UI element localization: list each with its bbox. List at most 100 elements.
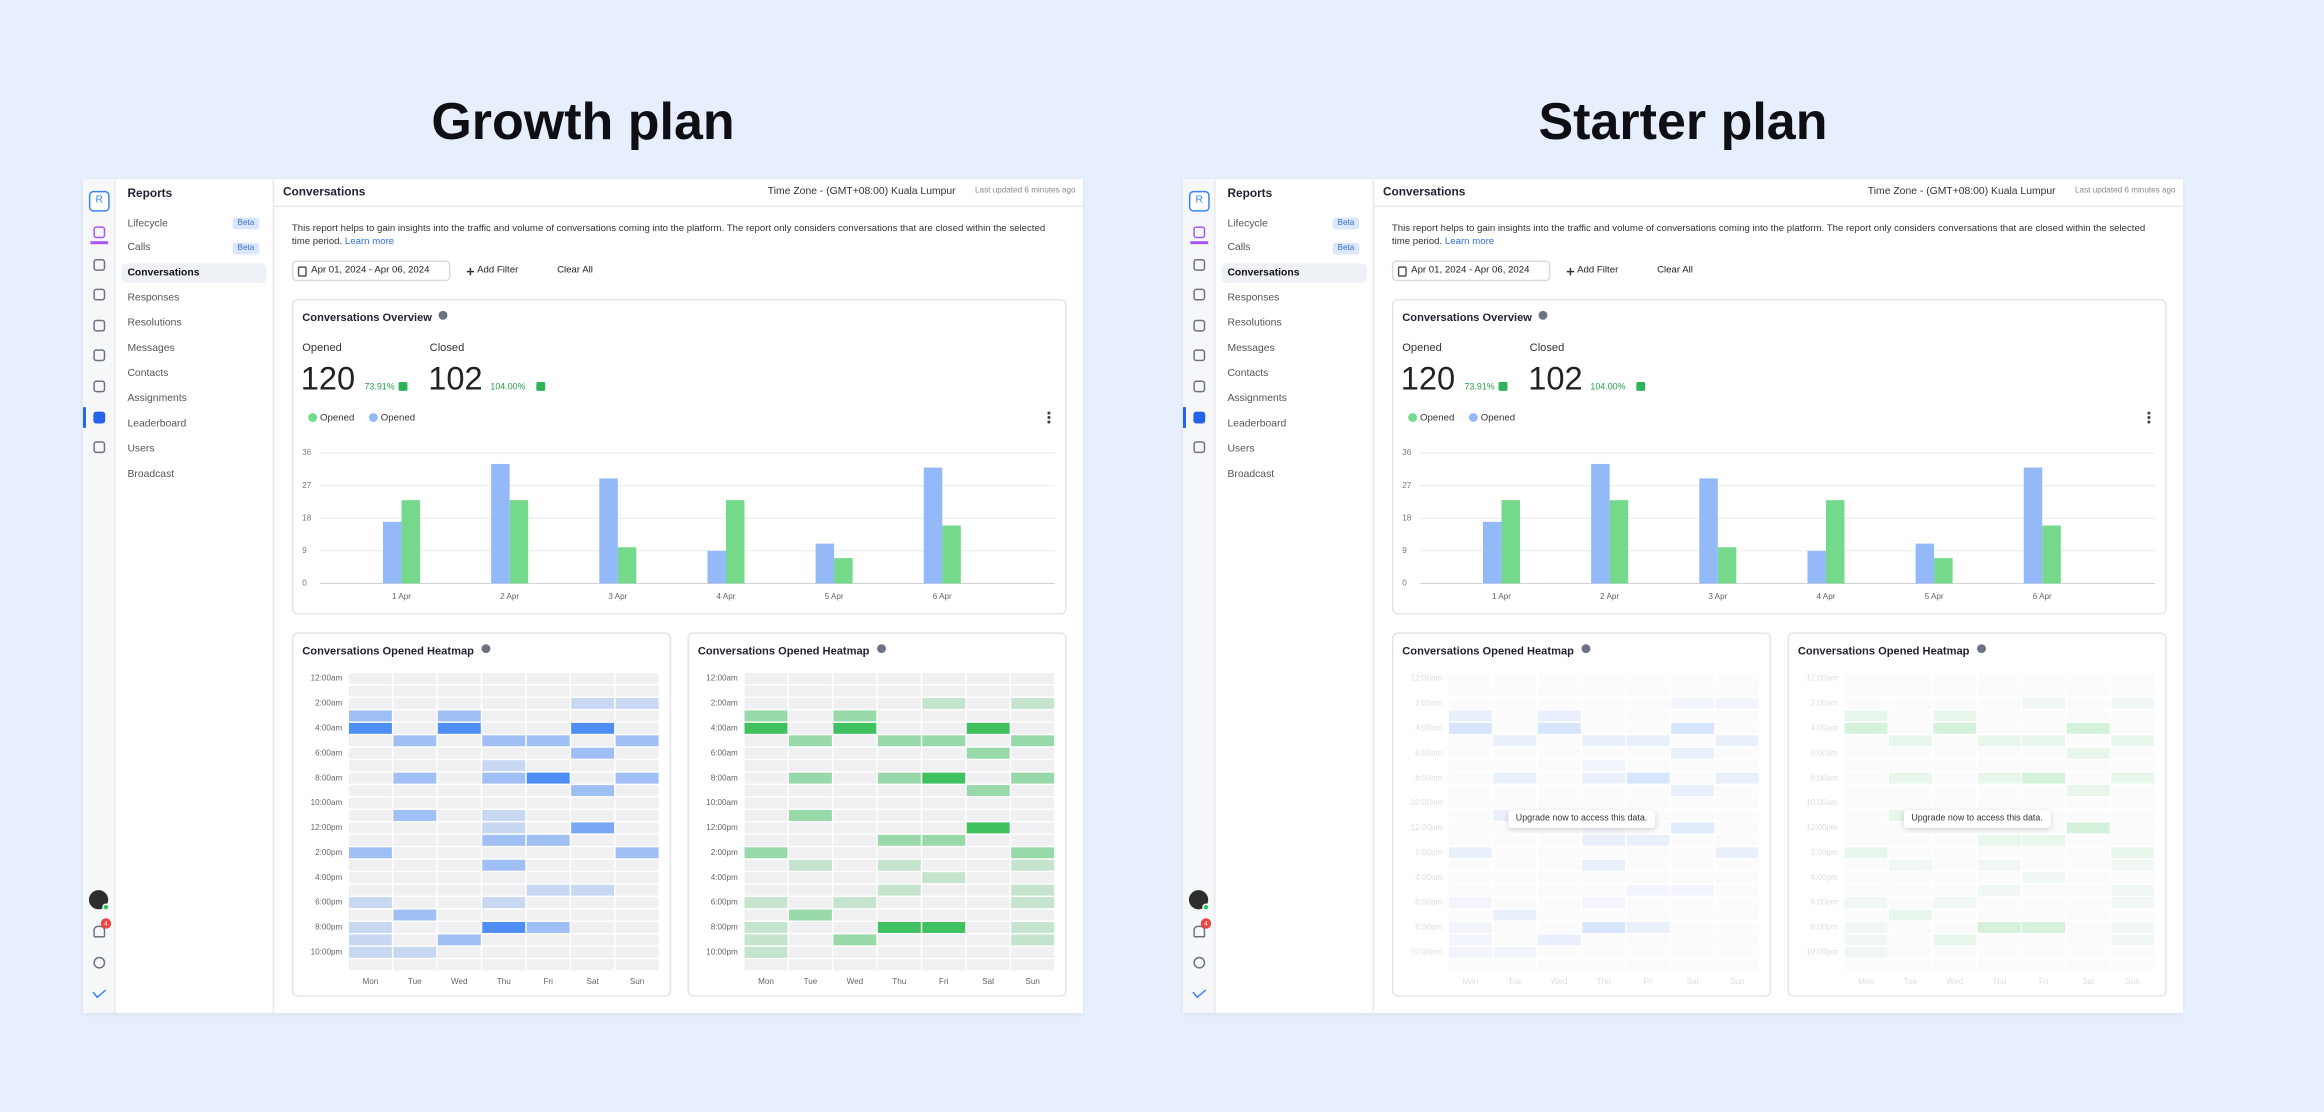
nav-item[interactable]: Lifecycle <box>1227 218 1268 229</box>
heatmap-cell <box>744 884 788 896</box>
nav-icon[interactable] <box>93 319 106 332</box>
heatmap-cell <box>966 747 1010 759</box>
nav-icon[interactable] <box>93 411 106 424</box>
heatmap-cell <box>437 884 481 896</box>
heatmap-cell <box>1011 747 1055 759</box>
nav-icon[interactable] <box>93 226 106 239</box>
nav-item[interactable]: Leaderboard <box>127 418 187 429</box>
nav-icon[interactable] <box>93 441 106 454</box>
heatmap-cell <box>2111 872 2155 884</box>
nav-item[interactable]: Resolutions <box>1227 318 1282 329</box>
description: This report helps to gain insights into … <box>292 222 1065 249</box>
nav-item[interactable]: Contacts <box>127 368 169 379</box>
heatmap-cell <box>833 847 877 859</box>
heatmap-cell <box>1582 797 1626 809</box>
nav-icon[interactable] <box>1193 441 1206 454</box>
nav-item[interactable]: Conversations <box>127 268 200 279</box>
heatmap-cell <box>833 785 877 797</box>
bell-icon <box>93 925 106 938</box>
heatmap-cell <box>1933 909 1977 921</box>
heatmap-cell <box>1888 685 1932 697</box>
heatmap-cell <box>1888 697 1932 709</box>
trend-badge <box>536 381 546 391</box>
nav-item[interactable]: Assignments <box>127 393 187 404</box>
nav-item[interactable]: Broadcast <box>1227 468 1275 480</box>
heatmap-cell <box>571 847 615 859</box>
heatmap-cell <box>1671 685 1715 697</box>
heatmap-cell <box>788 859 832 871</box>
nav-item[interactable]: Leaderboard <box>1227 418 1287 429</box>
row-label: 12:00am <box>1411 674 1443 683</box>
heatmap-cell <box>2022 785 2066 797</box>
nav-icon[interactable] <box>1193 226 1206 239</box>
upgrade-tooltip[interactable]: Upgrade now to access this data. <box>1903 810 2051 828</box>
heatmap-cell <box>437 785 481 797</box>
heatmap-cell <box>966 847 1010 859</box>
row-label: 2:00pm <box>1415 848 1442 857</box>
legend-label[interactable]: Opened <box>320 412 355 423</box>
legend-label[interactable]: Opened <box>1480 412 1516 423</box>
add-filter[interactable]: Add Filter <box>477 264 519 276</box>
clear-all[interactable]: Clear All <box>1657 264 1693 276</box>
metric-change: 104.00% <box>490 383 526 393</box>
workspace-logo[interactable]: R <box>88 190 110 212</box>
date-picker[interactable] <box>1391 260 1551 282</box>
nav-icon[interactable] <box>93 380 106 393</box>
col-label: Sun <box>1730 977 1744 986</box>
x-tick-label: 4 Apr <box>1816 592 1835 601</box>
nav-item[interactable]: Responses <box>1227 293 1280 304</box>
beta-badge: Beta <box>1332 217 1360 230</box>
learn-more-link[interactable]: Learn more <box>344 236 395 248</box>
add-filter[interactable]: Add Filter <box>1577 264 1619 276</box>
heatmap-cell <box>1715 809 1759 821</box>
sidebar-title: Reports <box>1227 186 1273 200</box>
workspace-logo[interactable]: R <box>1188 190 1210 212</box>
heatmap-cell <box>1715 760 1759 772</box>
nav-item[interactable]: Messages <box>127 343 175 354</box>
nav-icon[interactable] <box>1193 259 1206 271</box>
nav-item[interactable]: Messages <box>1227 343 1275 354</box>
nav-icon[interactable] <box>1193 349 1206 362</box>
heatmap-cell <box>966 921 1010 933</box>
heatmap-cell <box>615 921 659 933</box>
clear-all[interactable]: Clear All <box>557 264 593 276</box>
nav-icon[interactable] <box>93 349 106 362</box>
nav-item[interactable]: Contacts <box>1227 368 1269 379</box>
heatmap-cell <box>1977 735 2021 747</box>
learn-more-link[interactable]: Learn more <box>1444 236 1495 248</box>
nav-item[interactable]: Conversations <box>1227 268 1300 279</box>
heatmap-cell <box>1671 747 1715 759</box>
heatmap-cell <box>1888 834 1932 846</box>
heatmap-cell <box>833 822 877 834</box>
legend-label[interactable]: Opened <box>380 412 416 423</box>
nav-item[interactable]: Broadcast <box>127 468 175 480</box>
nav-item[interactable]: Lifecycle <box>127 218 168 229</box>
nav-icon[interactable] <box>1193 319 1206 332</box>
nav-icon[interactable] <box>93 288 106 301</box>
legend-label[interactable]: Opened <box>1420 412 1455 423</box>
nav-icon[interactable] <box>1193 411 1206 424</box>
nav-item[interactable]: Resolutions <box>127 318 182 329</box>
heatmap-cell <box>966 909 1010 921</box>
nav-icon[interactable] <box>1193 380 1206 393</box>
nav-item[interactable]: Calls <box>1227 243 1251 254</box>
heatmap-cell <box>571 722 615 734</box>
heatmap-cell <box>1671 884 1715 896</box>
nav-icon[interactable] <box>1193 288 1206 301</box>
date-picker[interactable] <box>291 260 451 282</box>
heatmap-cell <box>1537 760 1581 772</box>
nav-icon[interactable] <box>93 259 106 271</box>
heatmap-cell <box>744 685 788 697</box>
nav-item[interactable]: Users <box>1227 443 1255 454</box>
heatmap-cell <box>922 772 966 784</box>
nav-item[interactable]: Users <box>127 443 155 454</box>
heatmap-cell <box>2022 872 2066 884</box>
date-range: Apr 01, 2024 - Apr 06, 2024 <box>311 264 430 276</box>
heatmap-cell <box>788 710 832 722</box>
nav-item[interactable]: Calls <box>127 243 151 254</box>
row-label: 8:00pm <box>711 923 738 932</box>
upgrade-tooltip[interactable]: Upgrade now to access this data. <box>1508 810 1655 828</box>
nav-item[interactable]: Responses <box>127 293 180 304</box>
nav-item[interactable]: Assignments <box>1227 393 1287 404</box>
heatmap: 12:00am 2:00am 4:00am 6:00am 8:00am 10:00am 12… <box>311 673 659 986</box>
